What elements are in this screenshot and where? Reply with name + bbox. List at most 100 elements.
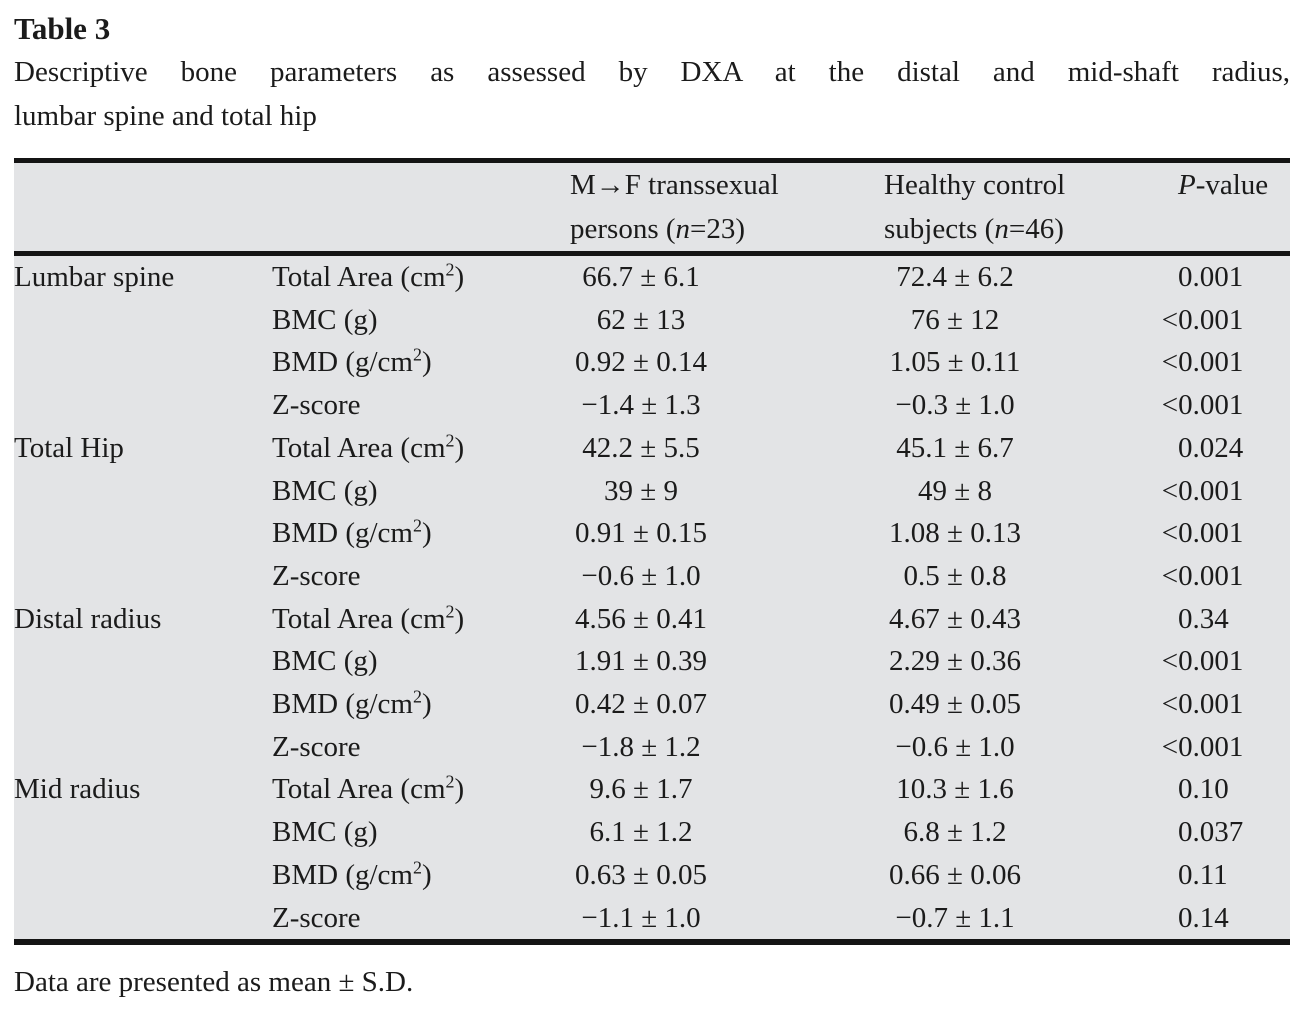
site-cell [14, 555, 272, 598]
transsexual-value-cell: 0.92 ± 0.14 [575, 346, 707, 379]
site-cell [14, 341, 272, 384]
param-cell: Total Area (cm2) [272, 259, 465, 293]
pvalue-cell: 0.11 [1178, 858, 1228, 891]
caption-line-2: lumbar spine and total hip [14, 100, 317, 132]
table-caption: Descriptive bone parameters as assessed … [14, 50, 1290, 138]
site-cell [14, 854, 272, 897]
transsexual-value-cell: 39 ± 9 [604, 474, 678, 507]
pvalue-cell: 0.14 [1178, 901, 1229, 934]
param-cell: Z-score [272, 559, 361, 592]
table-footnote: Data are presented as mean ± S.D. [14, 966, 414, 999]
site-cell [14, 811, 272, 854]
superscript: 2 [412, 686, 422, 707]
pvalue-cell: <0.001 [1161, 474, 1244, 507]
pvalue-cell: <0.001 [1161, 303, 1244, 336]
control-value-cell: 0.49 ± 0.05 [889, 688, 1021, 721]
site-cell [14, 470, 272, 513]
transsexual-value-cell: 0.42 ± 0.07 [575, 688, 707, 721]
transsexual-value-cell: 6.1 ± 1.2 [589, 816, 693, 849]
table-number-label: Table 3 [14, 11, 111, 46]
italic-n: n [994, 213, 1009, 245]
pvalue-cell: <0.001 [1161, 559, 1244, 592]
table-row: Z-score −0.6 ± 1.0 0.5 ± 0.8 <0.001 [14, 555, 1290, 598]
site-cell: Distal radius [14, 602, 162, 635]
transsexual-value-cell: 66.7 ± 6.1 [582, 261, 700, 293]
pvalue-cell: 0.037 [1178, 816, 1244, 849]
superscript: 2 [412, 515, 422, 536]
transsexual-value-cell: −0.6 ± 1.0 [581, 559, 701, 592]
table-row: Z-score −1.1 ± 1.0 −0.7 ± 1.1 0.14 [14, 897, 1290, 943]
caption-line-1: Descriptive bone parameters as assessed … [14, 56, 1290, 88]
table-row: Distal radius Total Area (cm2) 4.56 ± 0.… [14, 598, 1290, 641]
header-site-blank [14, 160, 272, 256]
control-value-cell: 2.29 ± 0.36 [889, 645, 1021, 678]
table-row: Total Hip Total Area (cm2) 42.2 ± 5.5 45… [14, 427, 1290, 470]
col-header-pvalue: P-value [1178, 160, 1290, 256]
param-cell: Z-score [272, 730, 361, 763]
pvalue-cell: <0.001 [1161, 517, 1244, 550]
param-cell: BMC (g) [272, 816, 378, 849]
pvalue-cell: <0.001 [1161, 688, 1244, 721]
param-cell: BMD (g/cm2) [272, 344, 432, 379]
transsexual-value-cell: −1.4 ± 1.3 [581, 389, 701, 422]
table-row: BMC (g) 1.91 ± 0.39 2.29 ± 0.36 <0.001 [14, 640, 1290, 683]
table-row: BMC (g) 39 ± 9 49 ± 8 <0.001 [14, 470, 1290, 513]
control-value-cell: −0.6 ± 1.0 [895, 730, 1015, 763]
col-header-transsexual-line1: M→F transsexual [570, 169, 779, 201]
control-value-cell: −0.3 ± 1.0 [895, 389, 1015, 422]
transsexual-value-cell: 62 ± 13 [596, 303, 686, 336]
table-row: BMC (g) 6.1 ± 1.2 6.8 ± 1.2 0.037 [14, 811, 1290, 854]
col-header-transsexual: M→F transsexual persons (n=23) [570, 160, 884, 256]
superscript: 2 [412, 344, 422, 365]
pvalue-cell: <0.001 [1161, 730, 1244, 763]
param-cell: BMC (g) [272, 303, 378, 336]
control-value-cell: 0.66 ± 0.06 [889, 858, 1021, 891]
site-cell [14, 726, 272, 769]
pvalue-cell: 0.10 [1178, 773, 1229, 806]
superscript: 2 [445, 430, 455, 451]
param-cell: BMD (g/cm2) [272, 686, 432, 721]
site-cell [14, 683, 272, 726]
transsexual-value-cell: −1.8 ± 1.2 [581, 730, 701, 763]
control-value-cell: −0.7 ± 1.1 [895, 901, 1015, 934]
control-value-cell: 49 ± 8 [918, 474, 992, 507]
param-cell: BMC (g) [272, 474, 378, 507]
italic-p: P [1178, 169, 1196, 201]
control-value-cell: 76 ± 12 [910, 303, 1000, 336]
table-row: BMD (g/cm2) 0.92 ± 0.14 1.05 ± 0.11 <0.0… [14, 341, 1290, 384]
control-value-cell: 6.8 ± 1.2 [903, 816, 1007, 849]
col-header-control-line2: subjects (n=46) [884, 213, 1064, 245]
transsexual-value-cell: −1.1 ± 1.0 [581, 901, 701, 934]
table-row: BMD (g/cm2) 0.63 ± 0.05 0.66 ± 0.06 0.11 [14, 854, 1290, 897]
pvalue-cell: 0.024 [1178, 431, 1244, 464]
superscript: 2 [412, 857, 422, 878]
table-row: Mid radius Total Area (cm2) 9.6 ± 1.7 10… [14, 768, 1290, 811]
control-value-cell: 1.08 ± 0.13 [889, 517, 1021, 550]
pvalue-cell: <0.001 [1161, 645, 1244, 678]
col-header-transsexual-line2: persons (n=23) [570, 213, 746, 245]
transsexual-value-cell: 4.56 ± 0.41 [575, 602, 707, 635]
transsexual-value-cell: 1.91 ± 0.39 [575, 645, 707, 678]
site-cell: Total Hip [14, 431, 124, 464]
pvalue-cell: <0.001 [1161, 389, 1244, 422]
table-header: M→F transsexual persons (n=23) Healthy c… [14, 160, 1290, 256]
pvalue-cell: <0.001 [1161, 346, 1244, 379]
superscript: 2 [445, 259, 455, 280]
control-value-cell: 0.5 ± 0.8 [903, 559, 1007, 592]
italic-n: n [675, 213, 691, 245]
site-cell [14, 897, 272, 943]
param-cell: Total Area (cm2) [272, 600, 465, 635]
control-value-cell: 45.1 ± 6.7 [896, 431, 1014, 464]
transsexual-value-cell: 0.63 ± 0.05 [575, 858, 707, 891]
header-param-blank [272, 160, 570, 256]
param-cell: BMC (g) [272, 645, 378, 678]
param-cell: BMD (g/cm2) [272, 515, 432, 550]
table-row: Z-score −1.4 ± 1.3 −0.3 ± 1.0 <0.001 [14, 384, 1290, 427]
table-row: Z-score −1.8 ± 1.2 −0.6 ± 1.0 <0.001 [14, 726, 1290, 769]
pvalue-cell: 0.34 [1178, 602, 1229, 635]
col-header-control-line1: Healthy control [884, 169, 1066, 201]
site-cell [14, 640, 272, 683]
site-cell [14, 384, 272, 427]
col-header-control: Healthy control subjects (n=46) [884, 160, 1178, 256]
